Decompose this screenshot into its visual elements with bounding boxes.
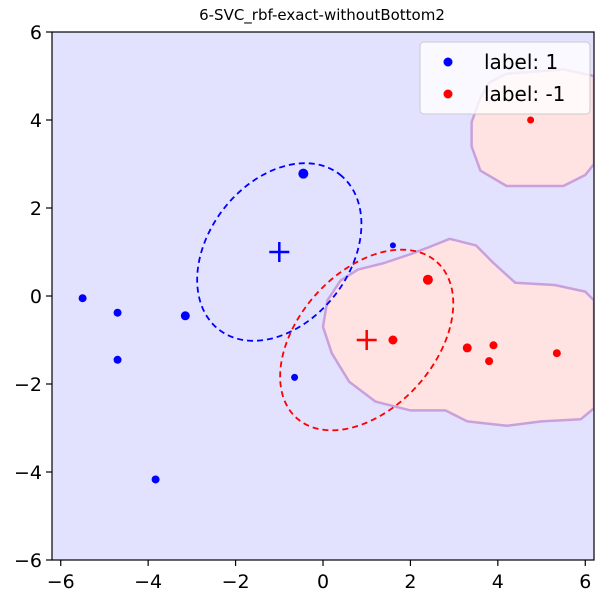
legend: label: 1 label: -1 bbox=[419, 41, 591, 115]
decision-region-2 bbox=[321, 237, 594, 428]
mean-marker-series-1 bbox=[269, 242, 290, 262]
data-point-series-1-3 bbox=[113, 355, 122, 364]
data-point-series-1-1 bbox=[78, 294, 87, 303]
data-point-series-1-6 bbox=[298, 168, 309, 179]
data-point-series-1-8 bbox=[291, 373, 299, 381]
data-point-series-2-4 bbox=[462, 343, 472, 353]
data-point-series-1-4 bbox=[151, 475, 160, 484]
data-point-series-2-2 bbox=[422, 274, 433, 285]
y-tick-label: 0 bbox=[30, 286, 42, 308]
legend-marker-2 bbox=[443, 89, 453, 99]
mean-marker-series-2 bbox=[356, 330, 377, 350]
chart-title: 6-SVC_rbf-exact-withoutBottom2 bbox=[199, 6, 445, 25]
y-tick-label: −4 bbox=[14, 462, 42, 484]
x-tick-label: 6 bbox=[579, 571, 591, 593]
y-tick-label: 6 bbox=[30, 22, 42, 44]
legend-marker-1 bbox=[443, 57, 453, 67]
legend-box bbox=[419, 41, 591, 115]
legend-label-2: label: -1 bbox=[484, 82, 565, 106]
data-point-series-1-7 bbox=[389, 242, 396, 249]
y-tick-label: −2 bbox=[14, 374, 42, 396]
axes: −6 −4 −2 0 2 4 6 −6 −4 −2 0 2 4 6 bbox=[14, 22, 595, 593]
data-point-series-1-2 bbox=[113, 308, 122, 317]
data-point-series-2-1 bbox=[527, 116, 535, 124]
plot-content bbox=[78, 68, 594, 484]
x-tick-label: −6 bbox=[47, 571, 75, 593]
y-tick-label: −6 bbox=[14, 550, 42, 572]
legend-label-1: label: 1 bbox=[484, 50, 558, 74]
x-tick-label: −2 bbox=[222, 571, 250, 593]
data-point-series-1-5 bbox=[180, 311, 190, 321]
y-tick-label: 4 bbox=[30, 110, 42, 132]
covariance-ellipse-1 bbox=[196, 162, 363, 342]
data-point-series-2-7 bbox=[552, 349, 561, 358]
plot-area bbox=[52, 32, 594, 560]
data-point-series-2-5 bbox=[489, 341, 498, 350]
data-point-series-2-6 bbox=[485, 357, 494, 366]
x-tick-label: 2 bbox=[404, 571, 416, 593]
y-tick-label: 2 bbox=[30, 198, 42, 220]
x-tick-label: 4 bbox=[492, 571, 504, 593]
x-tick-label: 0 bbox=[317, 571, 329, 593]
data-point-series-2-3 bbox=[388, 335, 398, 345]
x-tick-label: −4 bbox=[134, 571, 162, 593]
